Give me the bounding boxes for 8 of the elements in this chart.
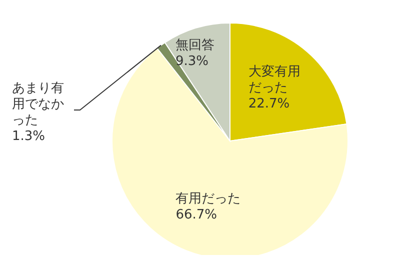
data-label: 9.3%: [175, 54, 209, 69]
slice-label: 有用だった: [176, 192, 241, 207]
slice-label: 大変有用だった: [248, 63, 300, 96]
slice-label: 無回答: [175, 38, 214, 53]
data-label: 66.7%: [176, 208, 218, 223]
data-label: 22.7%: [248, 96, 290, 112]
slice-label: あまり有用でなかった: [12, 81, 64, 128]
data-label: 1.3%: [12, 129, 46, 144]
